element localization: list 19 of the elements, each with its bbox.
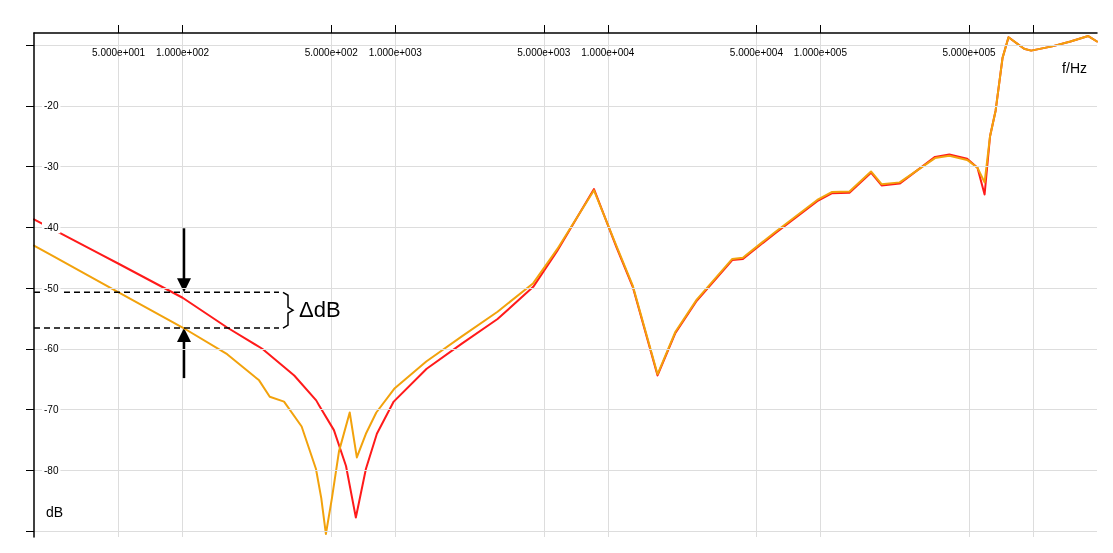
x-tick-label: 5.000e+001 bbox=[92, 46, 146, 58]
x-tick-label: 1.000e+002 bbox=[156, 46, 210, 58]
x-tick-label: 5.000e+002 bbox=[304, 46, 359, 58]
y-tick-label: -30 bbox=[44, 161, 59, 173]
annotation: ΔdB bbox=[299, 296, 341, 322]
y-tick-label: -50 bbox=[44, 282, 59, 294]
x-tick-label: 1.000e+003 bbox=[368, 46, 423, 58]
y-tick-label: -70 bbox=[44, 403, 59, 415]
x-tick-label: 5.000e+005 bbox=[942, 46, 996, 58]
y-axis-title: dB bbox=[46, 504, 64, 520]
y-tick-label: -20 bbox=[44, 100, 59, 112]
x-tick-label: 1.000e+005 bbox=[793, 46, 848, 58]
x-axis-title: f/Hz bbox=[1062, 60, 1087, 76]
y-tick-label: -80 bbox=[44, 464, 59, 476]
x-tick-label: 5.000e+004 bbox=[729, 46, 784, 58]
y-tick-label: -60 bbox=[44, 343, 59, 355]
y-tick-label: -40 bbox=[44, 221, 59, 233]
x-tick-label: 1.000e+004 bbox=[581, 46, 635, 58]
x-tick-label: 5.000e+003 bbox=[517, 46, 571, 58]
